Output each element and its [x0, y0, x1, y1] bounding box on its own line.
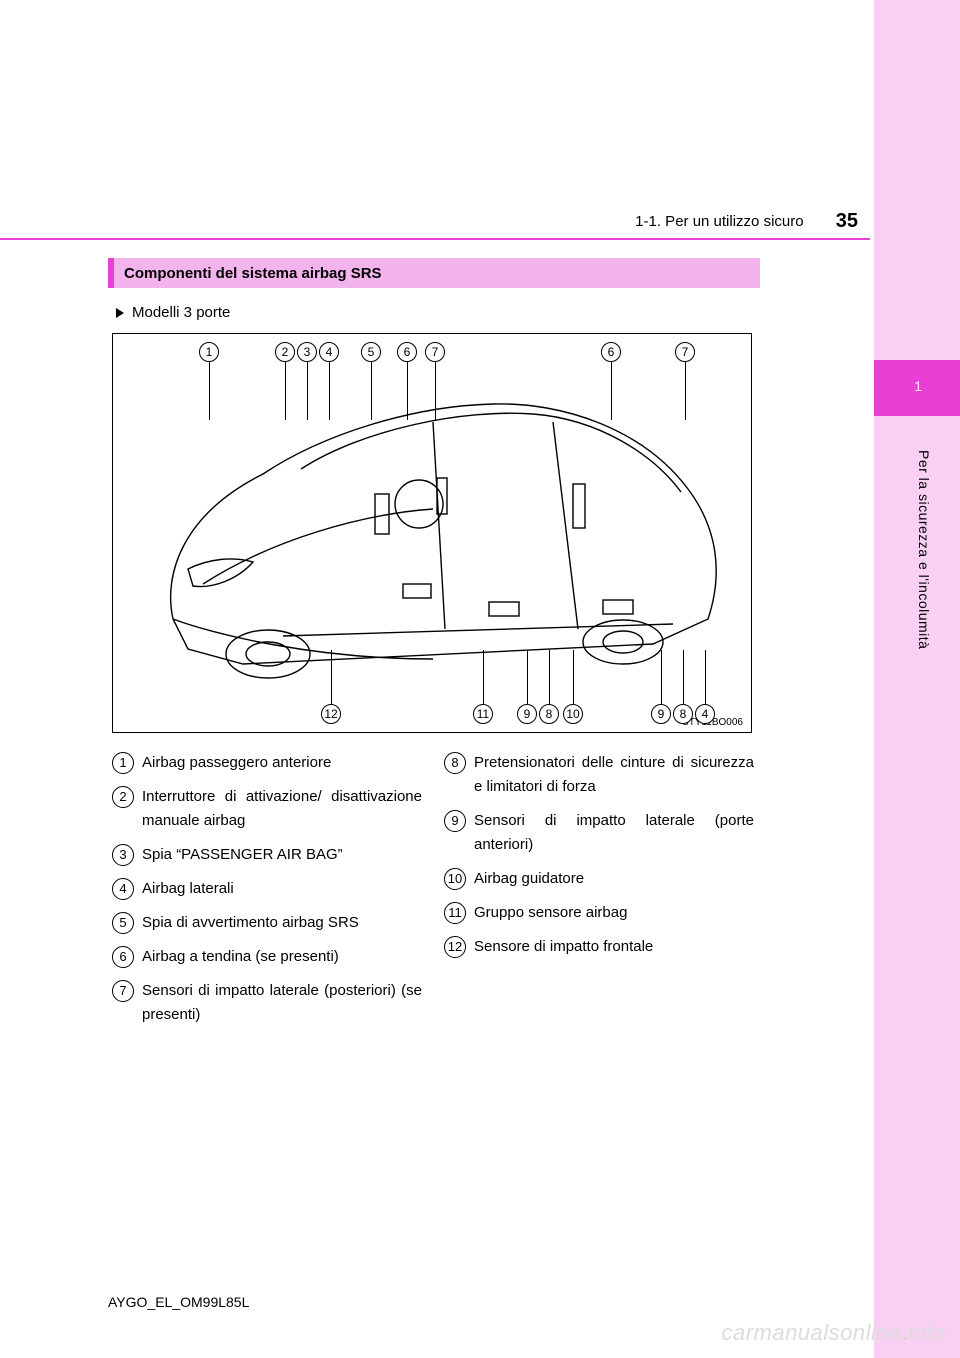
legend-number: 9 [444, 810, 466, 832]
subheading-text: Modelli 3 porte [132, 304, 230, 321]
legend-item: 9 Sensori di impatto laterale (porte ante… [444, 809, 754, 857]
legend-item: 10 Airbag guidatore [444, 867, 754, 891]
leader-line [285, 362, 286, 420]
diagram-callout: 10 [563, 704, 583, 724]
legend-text: Interruttore di attivazione/ disattivazi… [142, 785, 422, 833]
leader-line [331, 650, 332, 704]
watermark-dot: . [902, 1320, 909, 1345]
leader-line [371, 362, 372, 420]
leader-line [573, 650, 574, 704]
section-heading-text: Componenti del sistema airbag SRS [124, 265, 382, 282]
legend-text: Airbag a tendina (se presenti) [142, 945, 422, 969]
diagram-callout: 9 [651, 704, 671, 724]
legend-item: 6 Airbag a tendina (se presenti) [112, 945, 422, 969]
leader-line [435, 362, 436, 420]
chapter-number: 1 [914, 378, 922, 394]
legend-item: 12 Sensore di impatto frontale [444, 935, 754, 959]
legend-text: Sensori di impatto laterale (porte anter… [474, 809, 754, 857]
legend-col-left: 1 Airbag passeggero anteriore 2 Interruttor… [112, 751, 422, 1037]
diagram-callout: 8 [673, 704, 693, 724]
diagram-callout: 5 [361, 342, 381, 362]
diagram-callout: 7 [675, 342, 695, 362]
diagram-callout: 12 [321, 704, 341, 724]
legend-text: Airbag laterali [142, 877, 422, 901]
watermark-post: info [909, 1320, 946, 1345]
subheading: Modelli 3 porte [116, 304, 760, 321]
leader-line [685, 362, 686, 420]
section-label: 1-1. Per un utilizzo sicuro [635, 213, 803, 230]
legend-number: 4 [112, 878, 134, 900]
diagram-callout: 11 [473, 704, 493, 724]
diagram-callout: 8 [539, 704, 559, 724]
leader-line [209, 362, 210, 420]
legend-item: 4 Airbag laterali [112, 877, 422, 901]
leader-line [329, 362, 330, 420]
page: 1 Per la sicurezza e l'incolumità 1-1. P… [0, 0, 960, 1358]
content-area: Componenti del sistema airbag SRS Modell… [108, 258, 760, 1037]
diagram-callout: 4 [695, 704, 715, 724]
leader-line [407, 362, 408, 420]
legend-number: 6 [112, 946, 134, 968]
legend-number: 2 [112, 786, 134, 808]
section-heading: Componenti del sistema airbag SRS [108, 258, 760, 288]
legend-item: 7 Sensori di impatto laterale (posteriori… [112, 979, 422, 1027]
diagram-callout: 9 [517, 704, 537, 724]
sidebar-light [874, 0, 960, 1358]
leader-line [307, 362, 308, 420]
legend-number: 7 [112, 980, 134, 1002]
legend-number: 5 [112, 912, 134, 934]
legend-item: 11 Gruppo sensore airbag [444, 901, 754, 925]
leader-line [549, 650, 550, 704]
legend-item: 5 Spia di avvertimento airbag SRS [112, 911, 422, 935]
legend-number: 11 [444, 902, 466, 924]
legend-number: 10 [444, 868, 466, 890]
legend-item: 3 Spia “PASSENGER AIR BAG” [112, 843, 422, 867]
leader-line [705, 650, 706, 704]
header-rule [0, 238, 870, 240]
triangle-icon [116, 308, 124, 318]
legend-text: Pretensionatori delle cinture di sicurez… [474, 751, 754, 799]
leader-line [483, 650, 484, 704]
leader-line [611, 362, 612, 420]
legend-number: 1 [112, 752, 134, 774]
leader-line [527, 650, 528, 704]
legend-number: 12 [444, 936, 466, 958]
sidebar-vertical-label: Per la sicurezza e l'incolumità [916, 450, 932, 649]
legend-text: Spia di avvertimento airbag SRS [142, 911, 422, 935]
page-header: 1-1. Per un utilizzo sicuro 35 [0, 210, 858, 233]
legend-text: Sensore di impatto frontale [474, 935, 754, 959]
watermark-pre: carmanualsonline [721, 1320, 901, 1345]
diagram-callout: 1 [199, 342, 219, 362]
airbag-diagram: STY11BO006 12345676712119810984 [112, 333, 752, 733]
diagram-callout: 6 [397, 342, 417, 362]
leader-line [661, 650, 662, 704]
legend-item: 8 Pretensionatori delle cinture di sicure… [444, 751, 754, 799]
leader-line [683, 650, 684, 704]
legend-text: Sensori di impatto laterale (posteriori)… [142, 979, 422, 1027]
diagram-callout: 3 [297, 342, 317, 362]
legend-text: Airbag guidatore [474, 867, 754, 891]
diagram-callout: 2 [275, 342, 295, 362]
legend-item: 2 Interruttore di attivazione/ disattivaz… [112, 785, 422, 833]
document-code: AYGO_EL_OM99L85L [108, 1294, 249, 1310]
watermark: carmanualsonline.info [721, 1320, 946, 1346]
legend-number: 8 [444, 752, 466, 774]
legend: 1 Airbag passeggero anteriore 2 Interruttor… [112, 751, 760, 1037]
diagram-callout: 6 [601, 342, 621, 362]
diagram-callout: 4 [319, 342, 339, 362]
legend-text: Spia “PASSENGER AIR BAG” [142, 843, 422, 867]
legend-col-right: 8 Pretensionatori delle cinture di sicure… [444, 751, 754, 1037]
legend-text: Gruppo sensore airbag [474, 901, 754, 925]
page-number: 35 [836, 210, 858, 232]
legend-text: Airbag passeggero anteriore [142, 751, 422, 775]
car-illustration [133, 374, 733, 704]
diagram-callout: 7 [425, 342, 445, 362]
legend-number: 3 [112, 844, 134, 866]
legend-item: 1 Airbag passeggero anteriore [112, 751, 422, 775]
